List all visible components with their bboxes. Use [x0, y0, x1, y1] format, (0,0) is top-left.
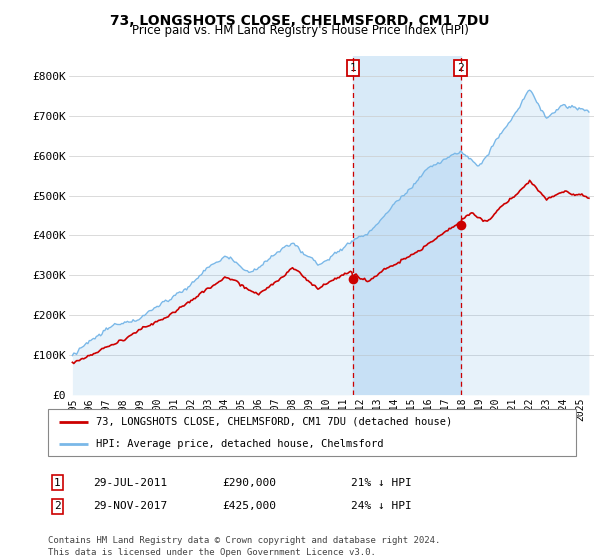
Text: Price paid vs. HM Land Registry's House Price Index (HPI): Price paid vs. HM Land Registry's House … [131, 24, 469, 37]
Text: 1: 1 [350, 63, 356, 73]
Bar [353, 56, 461, 395]
Text: 21% ↓ HPI: 21% ↓ HPI [351, 478, 412, 488]
Text: 2: 2 [457, 63, 464, 73]
Text: 24% ↓ HPI: 24% ↓ HPI [351, 501, 412, 511]
Text: £425,000: £425,000 [222, 501, 276, 511]
Text: 73, LONGSHOTS CLOSE, CHELMSFORD, CM1 7DU (detached house): 73, LONGSHOTS CLOSE, CHELMSFORD, CM1 7DU… [95, 417, 452, 427]
Text: 1: 1 [54, 478, 61, 488]
Text: 2: 2 [54, 501, 61, 511]
Text: HPI: Average price, detached house, Chelmsford: HPI: Average price, detached house, Chel… [95, 438, 383, 449]
Text: Contains HM Land Registry data © Crown copyright and database right 2024.
This d: Contains HM Land Registry data © Crown c… [48, 536, 440, 557]
Text: 73, LONGSHOTS CLOSE, CHELMSFORD, CM1 7DU: 73, LONGSHOTS CLOSE, CHELMSFORD, CM1 7DU [110, 14, 490, 28]
Text: 29-NOV-2017: 29-NOV-2017 [93, 501, 167, 511]
Text: £290,000: £290,000 [222, 478, 276, 488]
FancyBboxPatch shape [48, 409, 576, 456]
Text: 29-JUL-2011: 29-JUL-2011 [93, 478, 167, 488]
